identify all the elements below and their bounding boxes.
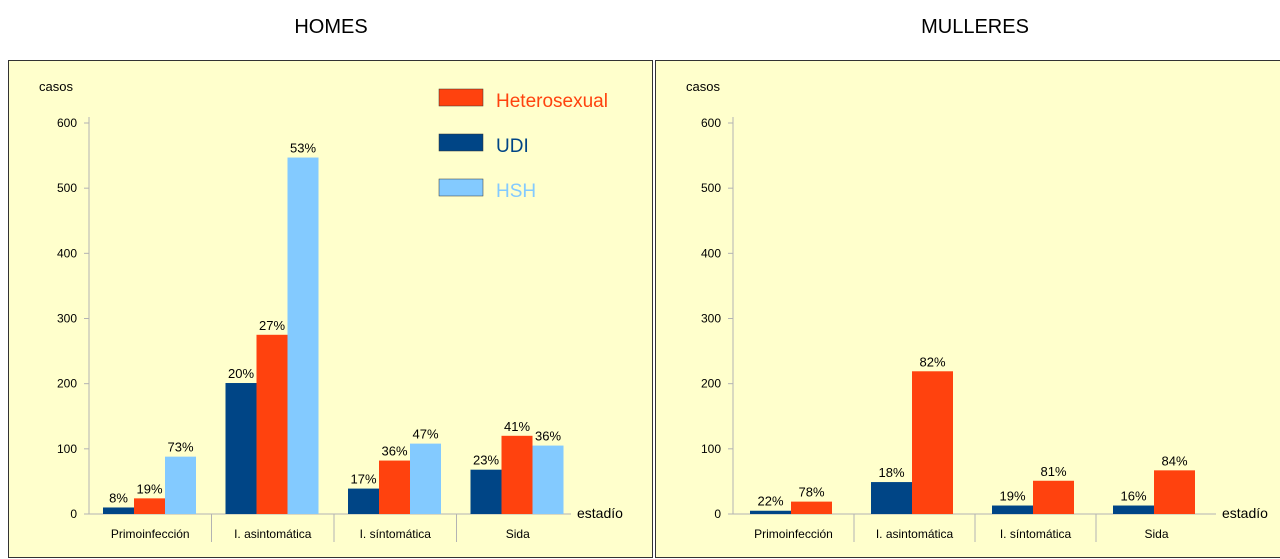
homes-y-tick-label: 400	[57, 246, 77, 260]
homes-data-label: 53%	[290, 141, 316, 156]
mulleres-data-label: 82%	[919, 354, 945, 369]
mulleres-bar-udi	[1113, 505, 1154, 514]
homes-category-label: Sida	[506, 527, 530, 541]
legend-swatch-heterosexual	[438, 88, 484, 107]
legend-label-udi: UDI	[496, 136, 529, 157]
mulleres-y-tick-label: 600	[701, 116, 721, 130]
mulleres-bar-heterosexual	[912, 371, 953, 514]
homes-bar-udi	[470, 469, 502, 514]
mulleres-bar-heterosexual	[1033, 480, 1074, 514]
homes-data-label: 47%	[412, 427, 438, 442]
mulleres-bar-heterosexual	[791, 501, 832, 514]
mulleres-category-label: I. asintomática	[876, 527, 954, 541]
homes-bar-hsh	[410, 443, 441, 514]
homes-bar-udi	[348, 488, 379, 514]
mulleres-data-label: 81%	[1040, 464, 1066, 479]
chart-homes-svg: 0 100 200 300 400 500 600 casos estadío Primoinfe…	[39, 79, 623, 542]
mulleres-category-label: I. síntomática	[1000, 527, 1072, 541]
mulleres-y-tick-label: 100	[701, 442, 721, 456]
homes-category-label: I. síntomática	[360, 527, 432, 541]
mulleres-data-label: 18%	[878, 465, 904, 480]
homes-category-label: I. asintomática	[234, 527, 312, 541]
mulleres-bar-udi	[871, 482, 912, 514]
mulleres-category-label: Sida	[1144, 527, 1168, 541]
mulleres-x-axis-label: estadío	[1222, 505, 1268, 521]
homes-data-label: 19%	[136, 481, 162, 496]
homes-bar-hsh	[287, 157, 319, 514]
homes-data-label: 27%	[259, 318, 285, 333]
chart-title-homes: HOMES	[294, 16, 368, 38]
homes-bar-heterosexual	[134, 498, 165, 514]
homes-y-axis-label: casos	[39, 79, 73, 94]
homes-y-tick-label: 100	[57, 442, 77, 456]
chart-title-mulleres: MULLERES	[921, 16, 1029, 38]
chart-panel-homes: 0 100 200 300 400 500 600 casos estadío Primoinfe…	[8, 60, 653, 558]
mulleres-y-tick-label: 0	[714, 507, 721, 521]
legend-label-hsh: HSH	[496, 181, 536, 202]
homes-bar-hsh	[165, 456, 196, 514]
homes-data-label: 73%	[167, 440, 193, 455]
homes-data-label: 36%	[381, 444, 407, 459]
homes-y-tick-label: 200	[57, 377, 77, 391]
mulleres-data-label: 19%	[999, 489, 1025, 504]
legend-swatch-hsh	[438, 178, 484, 197]
homes-data-label: 17%	[350, 472, 376, 487]
homes-bar-udi	[225, 383, 257, 514]
legend-swatch-udi	[438, 133, 484, 152]
mulleres-data-label: 22%	[757, 494, 783, 509]
homes-y-tick-label: 500	[57, 181, 77, 195]
mulleres-data-label: 16%	[1120, 489, 1146, 504]
homes-data-label: 41%	[504, 419, 530, 434]
homes-bar-heterosexual	[256, 334, 288, 514]
mulleres-y-tick-label: 400	[701, 246, 721, 260]
homes-y-tick-label: 600	[57, 116, 77, 130]
homes-bar-heterosexual	[379, 460, 410, 514]
homes-category-label: Primoinfección	[111, 527, 190, 541]
mulleres-y-tick-label: 300	[701, 312, 721, 326]
mulleres-y-tick-label: 200	[701, 377, 721, 391]
mulleres-bar-heterosexual	[1154, 470, 1195, 514]
mulleres-category-label: Primoinfección	[754, 527, 833, 541]
legend-label-heterosexual: Heterosexual	[496, 91, 608, 112]
homes-bar-hsh	[532, 445, 564, 514]
homes-bar-heterosexual	[501, 435, 533, 514]
homes-data-label: 36%	[535, 429, 561, 444]
mulleres-data-label: 84%	[1161, 453, 1187, 468]
homes-x-axis-label: estadío	[577, 505, 623, 521]
homes-bar-udi	[103, 507, 134, 514]
mulleres-y-tick-label: 500	[701, 181, 721, 195]
homes-data-label: 23%	[473, 453, 499, 468]
mulleres-bar-udi	[992, 505, 1033, 514]
chart-panel-mulleres: 0 100 200 300 400 500 600 casos estadío Primoinfe…	[655, 60, 1280, 558]
homes-y-tick-label: 300	[57, 312, 77, 326]
homes-data-label: 20%	[228, 366, 254, 381]
homes-data-label: 8%	[109, 490, 128, 505]
mulleres-data-label: 78%	[798, 485, 824, 500]
mulleres-y-axis-label: casos	[686, 79, 720, 94]
homes-y-tick-label: 0	[70, 507, 77, 521]
chart-mulleres-svg: 0 100 200 300 400 500 600 casos estadío Primoinfe…	[686, 79, 1268, 542]
mulleres-bar-udi	[750, 510, 791, 514]
